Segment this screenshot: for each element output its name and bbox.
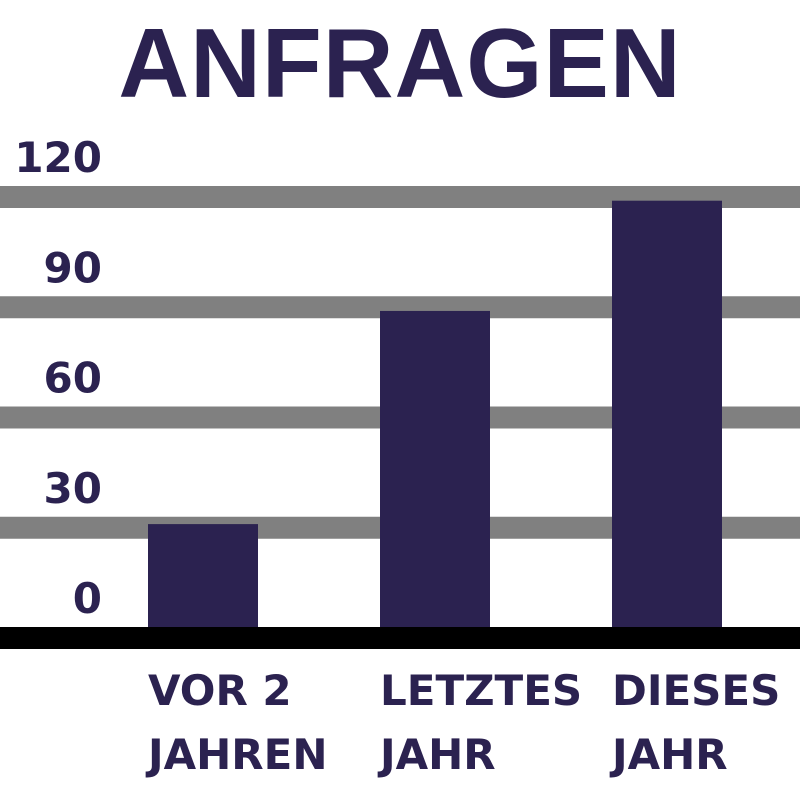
x-category-label: LETZTES: [380, 666, 582, 715]
gridline: [0, 186, 800, 208]
bar: [148, 524, 258, 627]
x-axis-labels: VOR 2 JAHREN LETZTES JAHR DIESES JAHR: [145, 666, 780, 779]
y-tick-label: 120: [14, 133, 102, 182]
x-category-label: JAHREN: [145, 730, 327, 779]
x-category-label: VOR 2: [148, 666, 292, 715]
y-tick-label: 60: [44, 354, 102, 403]
gridline: [0, 296, 800, 319]
y-axis-ticks: 0 30 60 90 120: [14, 133, 102, 623]
bar: [612, 200, 722, 627]
x-category-label: JAHR: [377, 730, 496, 779]
x-category-label: DIESES: [612, 666, 780, 715]
x-category-label: JAHR: [609, 730, 728, 779]
bar: [380, 310, 490, 627]
bars: [148, 200, 722, 627]
y-tick-label: 0: [73, 574, 102, 623]
x-axis-baseline: [0, 627, 800, 649]
chart-title: ANFRAGEN: [118, 8, 682, 118]
y-tick-label: 30: [44, 464, 102, 513]
y-tick-label: 90: [44, 243, 102, 292]
